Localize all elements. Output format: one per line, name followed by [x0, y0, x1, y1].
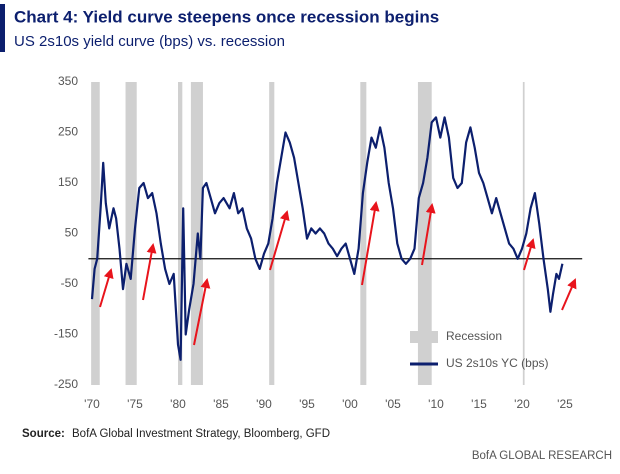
annotation-arrows — [99, 201, 577, 346]
plot-area: -250 -150 -50 50 150 250 350 '70 '75 '80 '85 '90 '95… — [54, 74, 583, 411]
y-tick-label: 50 — [65, 226, 79, 240]
x-tick-label: '85 — [213, 397, 229, 411]
arrow — [269, 210, 290, 271]
recession-band — [91, 82, 100, 385]
chart-title: Chart 4: Yield curve steepens once reces… — [14, 7, 439, 26]
x-tick-label: '05 — [385, 397, 401, 411]
legend-label: Recession — [446, 329, 502, 343]
y-tick-label: -250 — [54, 377, 78, 391]
recession-band — [178, 82, 183, 385]
y-tick-label: 150 — [58, 175, 78, 189]
arrow — [523, 238, 536, 271]
x-tick-label: '15 — [471, 397, 487, 411]
x-tick-label: '25 — [557, 397, 573, 411]
x-tick-label: '70 — [84, 397, 100, 411]
arrow — [193, 278, 211, 346]
arrow — [561, 278, 577, 311]
recession-band — [522, 82, 525, 385]
x-tick-label: '20 — [514, 397, 530, 411]
arrow — [361, 201, 380, 286]
arrow — [99, 268, 114, 308]
x-tick-label: '80 — [170, 397, 186, 411]
line-series — [90, 116, 564, 361]
y-tick-label: 250 — [58, 125, 78, 139]
y-tick-label: -150 — [54, 327, 78, 341]
x-tick-label: '75 — [127, 397, 143, 411]
y-tick-label: 350 — [58, 74, 78, 88]
x-tick-label: '90 — [256, 397, 272, 411]
recession-band — [360, 82, 367, 385]
footer: BofA GLOBAL RESEARCH — [472, 450, 612, 462]
recession-band — [269, 82, 275, 385]
source-label: Source: — [22, 428, 65, 440]
y-tick-label: -50 — [61, 276, 79, 290]
x-tick-label: '10 — [428, 397, 444, 411]
x-tick-label: '95 — [299, 397, 315, 411]
legend-swatch — [410, 331, 438, 343]
title-accent — [0, 4, 5, 52]
arrow — [142, 243, 157, 301]
recession-band — [125, 82, 137, 385]
x-tick-label: '00 — [342, 397, 358, 411]
source: BofA Global Investment Strategy, Bloombe… — [72, 428, 330, 440]
legend-label: US 2s10s YC (bps) — [446, 356, 549, 370]
arrow — [421, 203, 436, 266]
chart-subtitle: US 2s10s yield curve (bps) vs. recession — [14, 33, 285, 50]
